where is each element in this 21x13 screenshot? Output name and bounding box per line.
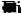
Text: s.c. Xenografts: s.c. Xenografts [1,1,21,13]
Text: Figure 1.  Anti-tumor Effect of C242-DM1 “n” Conjugates in SCIDs Bearing COLO 20: Figure 1. Anti-tumor Effect of C242-DM1 … [1,1,21,13]
